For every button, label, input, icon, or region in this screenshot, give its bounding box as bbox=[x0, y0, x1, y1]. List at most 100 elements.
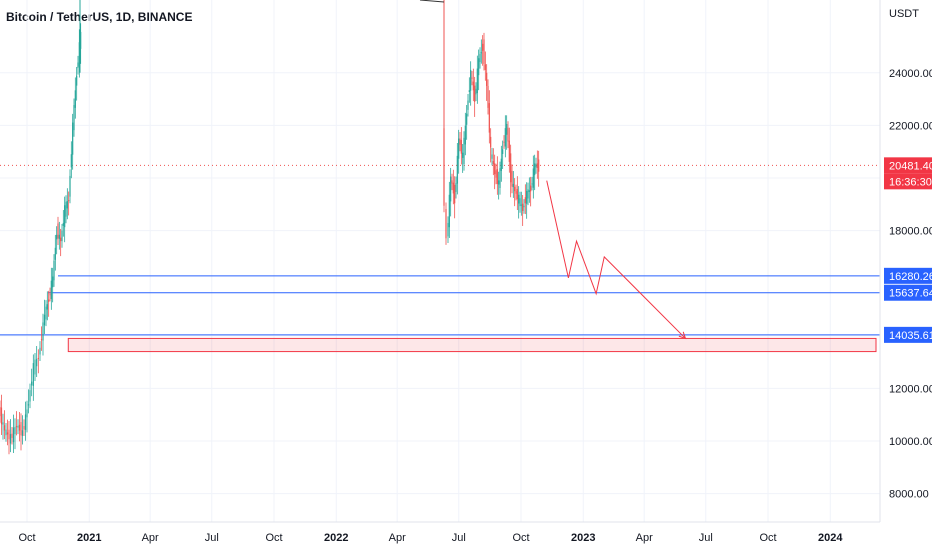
candle-body bbox=[42, 322, 44, 341]
candle-body bbox=[26, 409, 28, 418]
candle-body bbox=[504, 128, 506, 147]
candle-body bbox=[474, 85, 476, 102]
candle-body bbox=[36, 358, 38, 367]
candle-body bbox=[61, 230, 63, 242]
level-price-badge: 14035.61 bbox=[889, 330, 932, 342]
candle-body bbox=[492, 161, 494, 165]
candle-body bbox=[527, 189, 529, 199]
time-tick-label: Apr bbox=[389, 532, 406, 544]
time-tick-label: Oct bbox=[18, 532, 35, 544]
candle-body bbox=[455, 183, 457, 192]
candle-body bbox=[29, 390, 31, 402]
level-price-badge-bg bbox=[884, 326, 932, 343]
candle-body bbox=[488, 103, 490, 133]
time-tick-label: Apr bbox=[636, 532, 653, 544]
candle-body bbox=[0, 407, 1, 417]
candle-body bbox=[479, 53, 481, 63]
candle-body bbox=[483, 39, 485, 64]
candle-body bbox=[6, 432, 9, 435]
candle-body bbox=[502, 149, 504, 154]
time-tick-label: Jul bbox=[699, 532, 713, 544]
candle-body bbox=[512, 183, 514, 188]
candle-body bbox=[39, 347, 41, 355]
candle-body bbox=[452, 182, 454, 194]
candle-body bbox=[515, 191, 517, 194]
candle-body bbox=[80, 31, 82, 49]
candle-body bbox=[458, 138, 460, 159]
candle-body bbox=[522, 203, 524, 211]
candle-body bbox=[72, 122, 74, 155]
level-price-badge: 15637.64 bbox=[889, 288, 932, 300]
time-tick-label: Oct bbox=[759, 532, 776, 544]
price-tick-label: 24000.00 bbox=[889, 68, 932, 80]
candle-body bbox=[66, 201, 68, 209]
candle-body bbox=[53, 260, 55, 281]
candle-body bbox=[526, 190, 528, 204]
price-tick-label: 12000.00 bbox=[889, 383, 932, 395]
candle-body bbox=[511, 170, 513, 187]
grid bbox=[0, 0, 880, 522]
price-tick-label: 10000.00 bbox=[889, 436, 932, 448]
candle-body bbox=[518, 194, 520, 204]
projection-line bbox=[546, 180, 686, 339]
candle-body bbox=[495, 170, 497, 178]
candle-body bbox=[460, 139, 462, 154]
candle-body bbox=[64, 205, 66, 228]
candle-body bbox=[46, 304, 48, 310]
candle-body bbox=[478, 58, 480, 76]
candle-body bbox=[519, 198, 521, 207]
candle-body bbox=[21, 430, 24, 436]
candle-body bbox=[40, 339, 43, 341]
candle-body bbox=[31, 381, 33, 386]
time-axis: Oct 2021 Apr Jul Oct 2022 Apr Jul Oct 2023 Apr Jul O… bbox=[18, 532, 843, 544]
countdown-badge: 16:36:30 bbox=[889, 176, 932, 188]
candle-body bbox=[62, 222, 64, 226]
candle-body bbox=[491, 154, 493, 159]
candle-body bbox=[459, 138, 461, 145]
candle-body bbox=[5, 429, 7, 436]
candle-body bbox=[535, 164, 537, 168]
time-tick-label: 2023 bbox=[571, 532, 595, 544]
time-tick-label: Jul bbox=[452, 532, 466, 544]
candle-body bbox=[530, 185, 532, 192]
level-price-badge: 16280.26 bbox=[889, 271, 932, 283]
candle-body bbox=[11, 433, 13, 438]
candle-body bbox=[56, 234, 58, 240]
candle-body bbox=[503, 141, 505, 143]
candle-body bbox=[49, 294, 51, 296]
candle-body bbox=[510, 153, 512, 183]
candle-body bbox=[466, 113, 468, 125]
chart-title: Bitcoin / TetherUS, 1D, BINANCE bbox=[6, 10, 193, 24]
candle-body bbox=[500, 158, 502, 171]
candle-body bbox=[484, 64, 486, 70]
candle-body bbox=[508, 140, 510, 162]
candle-body bbox=[60, 237, 62, 242]
candle-body bbox=[523, 205, 525, 208]
price-badges: 20481.40 16:36:30 16280.26 15637.64 14035.61 bbox=[884, 157, 932, 343]
candle-body bbox=[464, 125, 466, 145]
candle-body bbox=[487, 85, 489, 108]
level-lines bbox=[0, 164, 880, 336]
candle-body bbox=[470, 69, 472, 91]
candle-body bbox=[496, 169, 498, 185]
candle-body bbox=[445, 209, 447, 239]
candle-body bbox=[32, 363, 34, 386]
candle-body bbox=[9, 434, 12, 444]
time-tick-label: Apr bbox=[142, 532, 159, 544]
candle-body bbox=[17, 425, 19, 428]
candle-body bbox=[494, 163, 496, 175]
level-price-badge-bg bbox=[884, 284, 932, 301]
candle-body bbox=[456, 155, 458, 184]
candle-body bbox=[23, 426, 25, 430]
candle-body bbox=[538, 159, 540, 172]
level-price-badge-bg bbox=[884, 267, 932, 284]
candle-body bbox=[520, 204, 522, 206]
candle-body bbox=[482, 43, 484, 51]
projection-path bbox=[546, 180, 687, 340]
candle-body bbox=[70, 154, 72, 168]
candle-body bbox=[528, 190, 530, 193]
candle-body bbox=[534, 163, 536, 176]
candle-body bbox=[68, 200, 70, 202]
current-price-badge-bg bbox=[884, 157, 932, 174]
